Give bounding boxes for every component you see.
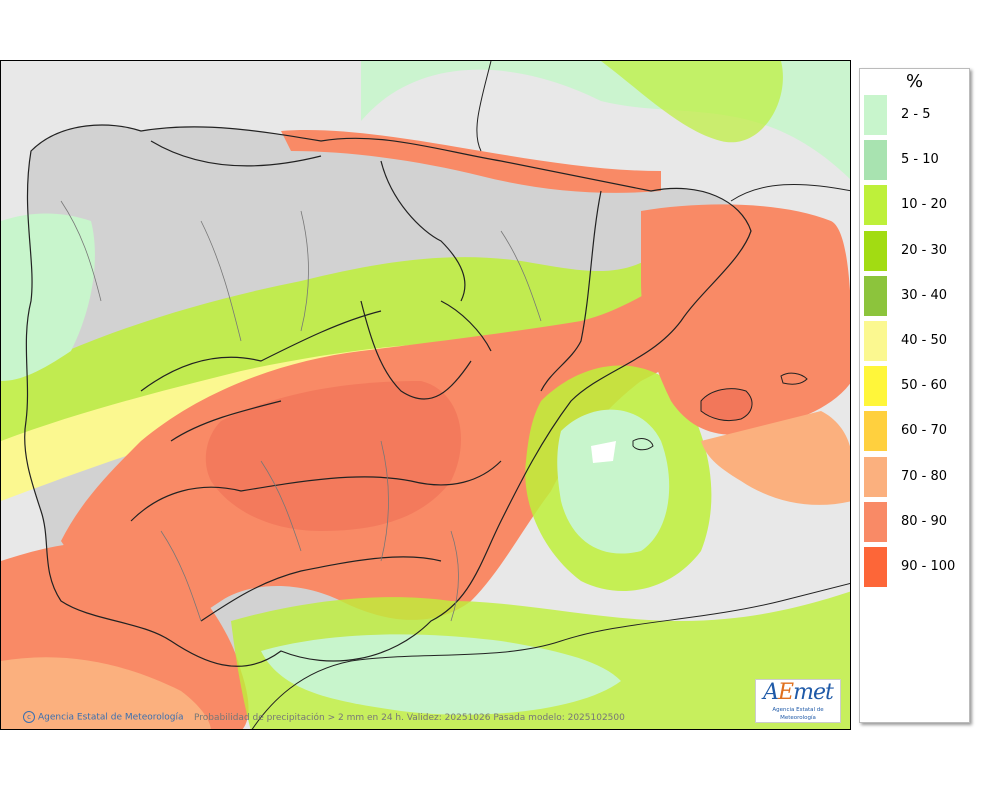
legend-label: 70 - 80 (901, 468, 948, 484)
legend-label: 60 - 70 (901, 423, 948, 439)
legend-item: 10 - 20 (864, 185, 964, 226)
aemet-logo[interactable]: AEmet Agencia Estatal de Meteorología (755, 679, 841, 723)
legend-swatch (864, 411, 887, 452)
prob-area-interior-core (205, 381, 461, 531)
legend-label: 20 - 30 (901, 242, 948, 258)
map-caption: Probabilidad de precipitación > 2 mm en … (194, 713, 625, 723)
aemet-logo-subtitle: Agencia Estatal de Meteorología (772, 707, 824, 721)
legend-item: 90 - 100 (864, 547, 964, 587)
legend-swatch (864, 230, 887, 271)
iberia-coastline (24, 124, 752, 667)
region-borders (130, 140, 602, 622)
prob-area-east-balearic (701, 411, 850, 505)
legend-label: 10 - 20 (901, 197, 948, 213)
prob-area-northwest-sea (1, 213, 95, 381)
prob-area-gulf (601, 61, 783, 143)
legend-swatch (864, 321, 887, 361)
legend-item: 20 - 30 (864, 230, 964, 271)
legend-swatch (864, 140, 887, 181)
aemet-logo-wordmark: AEmet (763, 680, 834, 705)
legend-item: 2 - 5 (864, 95, 964, 135)
prob-area-cantabrian (281, 130, 661, 193)
legend-swatch (864, 456, 887, 497)
legend-swatch (864, 547, 887, 587)
legend-item: 40 - 50 (864, 321, 964, 361)
island-menorca (780, 372, 808, 385)
legend-swatch (864, 366, 887, 407)
agency-credit[interactable]: c Agencia Estatal de Meteorología (23, 711, 184, 723)
island-ibiza (632, 438, 654, 451)
legend-swatch (864, 275, 887, 316)
legend-label: 90 - 100 (901, 559, 956, 574)
precipitation-probability-map[interactable]: c Agencia Estatal de Meteorología Probabi… (0, 60, 851, 730)
legend-label: 5 - 10 (901, 152, 939, 168)
province-borders (60, 200, 542, 622)
legend-item: 80 - 90 (864, 501, 964, 542)
legend-swatch (864, 185, 887, 226)
legend-label: 40 - 50 (901, 333, 948, 348)
map-graphic (1, 61, 850, 729)
zero-area-gulf (591, 441, 616, 463)
prob-area-southwest-edge (1, 657, 211, 729)
africa-coastline (251, 583, 850, 729)
prob-area-alboran-low (261, 634, 621, 715)
legend-item: 30 - 40 (864, 275, 964, 316)
legend-item: 70 - 80 (864, 456, 964, 497)
legend-item: 60 - 70 (864, 411, 964, 452)
legend-label: 2 - 5 (901, 107, 931, 122)
legend-item: 5 - 10 (864, 140, 964, 181)
legend-title: % (905, 71, 924, 92)
agency-credit-text: Agencia Estatal de Meteorología (38, 712, 184, 723)
legend-label: 80 - 90 (901, 513, 948, 529)
legend-swatch (864, 501, 887, 542)
copyright-icon: c (23, 711, 35, 723)
legend-label: 50 - 60 (901, 378, 948, 394)
legend-label: 30 - 40 (901, 287, 948, 303)
legend-swatch (864, 95, 887, 135)
france-coastline (476, 61, 850, 202)
legend-item: 50 - 60 (864, 366, 964, 407)
island-mallorca (700, 388, 753, 422)
legend-panel: % 2 - 5 5 - 10 10 - 20 20 - 30 30 - 40 40 - 5… (859, 68, 970, 723)
